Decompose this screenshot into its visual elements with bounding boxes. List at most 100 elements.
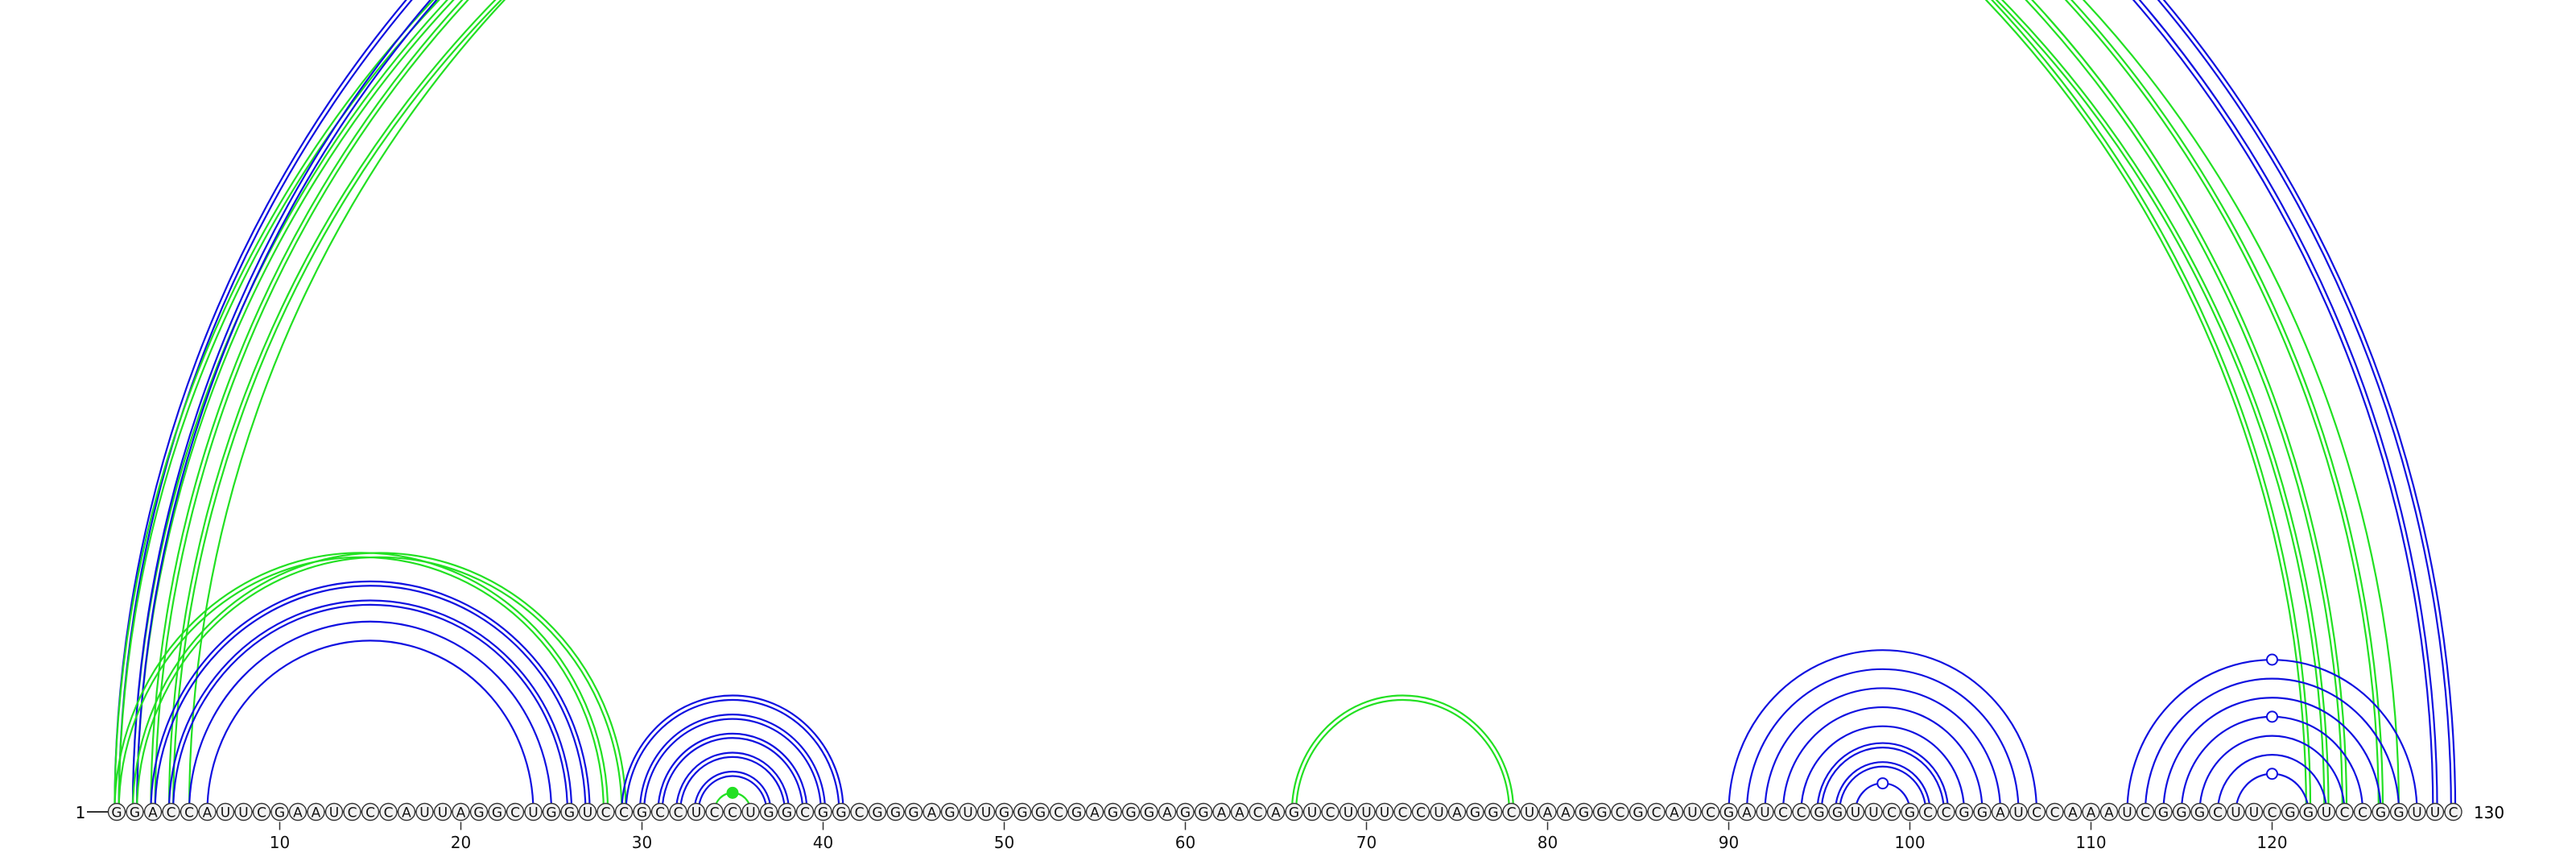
nucleotide-circle-95 xyxy=(1810,802,1829,822)
nucleotide-circle-116 xyxy=(2190,802,2209,822)
nucleotide-letter-104: G xyxy=(1977,805,1988,822)
nucleotide-38: G xyxy=(778,802,796,822)
tick-label-100: 100 xyxy=(1894,833,1925,852)
arc-blue-94-103 xyxy=(1800,725,1966,813)
nucleotide-letter-120: C xyxy=(2268,805,2277,822)
nucleotide-circle-36 xyxy=(741,802,760,822)
nucleotide-104: G xyxy=(1973,802,1992,822)
nucleotide-letter-112: U xyxy=(2122,805,2132,822)
nucleotide-94: C xyxy=(1792,802,1810,822)
arc-blue-93-104 xyxy=(1781,706,1984,813)
nucleotide-46: A xyxy=(923,802,941,822)
nucleotide-letter-67: U xyxy=(1307,805,1317,822)
nucleotide-circle-96 xyxy=(1828,802,1847,822)
arc-blue-2-129 xyxy=(131,0,2438,813)
nucleotide-109: A xyxy=(2063,802,2083,822)
nucleotide-letter-122: G xyxy=(2303,805,2314,822)
nucleotide-100: G xyxy=(1901,802,1919,822)
nucleotide-letter-95: G xyxy=(1814,805,1824,822)
nucleotide-114: G xyxy=(2154,802,2173,822)
nucleotide-letter-28: C xyxy=(601,805,611,822)
nucleotide-68: C xyxy=(1321,802,1340,822)
nucleotide-72: C xyxy=(1393,802,1412,822)
nucleotide-76: G xyxy=(1466,802,1484,822)
nucleotide-letter-2: G xyxy=(130,805,140,822)
nucleotide-121: G xyxy=(2281,802,2300,822)
nucleotide-49: U xyxy=(976,802,996,822)
nucleotide-circle-2 xyxy=(126,802,144,822)
nucleotide-92: U xyxy=(1756,802,1774,822)
nucleotide-circle-71 xyxy=(1375,802,1394,822)
arc-green-4-123 xyxy=(172,0,2326,813)
nucleotide-letter-23: C xyxy=(510,805,520,822)
nucleotide-73: C xyxy=(1411,802,1430,822)
nucleotide-120: C xyxy=(2263,802,2281,822)
arc-blue-32-38 xyxy=(675,751,791,813)
nucleotide-24: U xyxy=(524,802,543,822)
nucleotide-circle-21 xyxy=(469,802,489,822)
nucleotide-129: U xyxy=(2425,802,2445,822)
nucleotide-circle-104 xyxy=(1973,802,1992,822)
arc-blue-1-130 xyxy=(114,0,2457,813)
nucleotide-4: C xyxy=(162,802,180,822)
nucleotide-letter-37: G xyxy=(763,805,774,822)
nucleotide-circle-88 xyxy=(1683,802,1702,822)
nucleotide-69: U xyxy=(1339,802,1358,822)
arc-blue-4-26 xyxy=(172,603,568,813)
nucleotide-letter-32: C xyxy=(674,805,683,822)
nucleotide-circle-64 xyxy=(1249,802,1267,822)
nucleotide-circle-97 xyxy=(1846,802,1865,822)
nucleotide-37: G xyxy=(759,802,778,822)
nucleotide-letter-129: U xyxy=(2430,805,2440,822)
nucleotide-letter-16: C xyxy=(384,805,394,822)
nucleotide-circle-78 xyxy=(1502,802,1521,822)
nucleotide-letter-107: C xyxy=(2032,805,2041,822)
nucleotide-86: C xyxy=(1647,802,1666,822)
nucleotide-letter-3: A xyxy=(148,805,158,822)
nucleotide-letter-39: C xyxy=(800,805,810,822)
nucleotide-letter-128: U xyxy=(2412,805,2421,822)
nucleotide-letter-33: U xyxy=(691,805,701,822)
nucleotide-circle-58 xyxy=(1140,802,1158,822)
nucleotide-19: U xyxy=(433,802,452,822)
nucleotide-letter-1: G xyxy=(111,805,122,822)
nucleotide-2: G xyxy=(126,802,144,822)
nucleotide-letter-78: C xyxy=(1507,805,1517,822)
nucleotide-letter-9: C xyxy=(257,805,266,822)
apex-marker-115-125 xyxy=(2266,710,2278,723)
nucleotide-119: U xyxy=(2244,802,2264,822)
arc-green-5-127 xyxy=(188,0,2401,813)
nucleotide-letter-62: A xyxy=(1217,805,1227,822)
nucleotide-111: A xyxy=(2099,802,2119,822)
nucleotide-letter-88: U xyxy=(1687,805,1697,822)
nucleotide-88: U xyxy=(1683,802,1702,822)
nucleotide-circle-108 xyxy=(2046,802,2064,822)
nucleotide-circle-65 xyxy=(1266,802,1286,822)
nucleotide-letter-56: G xyxy=(1108,805,1118,822)
nucleotide-letter-92: U xyxy=(1760,805,1769,822)
nucleotide-53: C xyxy=(1049,802,1068,822)
nucleotide-letter-48: U xyxy=(963,805,972,822)
nucleotide-circle-59 xyxy=(1158,802,1177,822)
nucleotide-circle-51 xyxy=(1013,802,1032,822)
arc-blue-5-25 xyxy=(188,620,553,813)
nucleotide-34: C xyxy=(705,802,724,822)
arc-blue-113-127 xyxy=(2144,677,2401,813)
nucleotide-circle-10 xyxy=(270,802,289,822)
nucleotide-96: G xyxy=(1828,802,1847,822)
nucleotide-circle-54 xyxy=(1067,802,1086,822)
nucleotide-circle-92 xyxy=(1756,802,1774,822)
nucleotide-letter-84: C xyxy=(1616,805,1625,822)
nucleotide-circle-61 xyxy=(1194,802,1213,822)
nucleotide-23: C xyxy=(506,802,525,822)
nucleotide-118: U xyxy=(2227,802,2245,822)
nucleotide-77: G xyxy=(1484,802,1503,822)
nucleotide-letter-24: U xyxy=(528,805,538,822)
nucleotide-circle-118 xyxy=(2227,802,2245,822)
arc-blue-114-126 xyxy=(2162,697,2382,813)
nucleotide-6: A xyxy=(198,802,217,822)
nucleotide-circle-121 xyxy=(2281,802,2300,822)
nucleotide-letter-96: G xyxy=(1832,805,1843,822)
nucleotide-circle-63 xyxy=(1230,802,1249,822)
